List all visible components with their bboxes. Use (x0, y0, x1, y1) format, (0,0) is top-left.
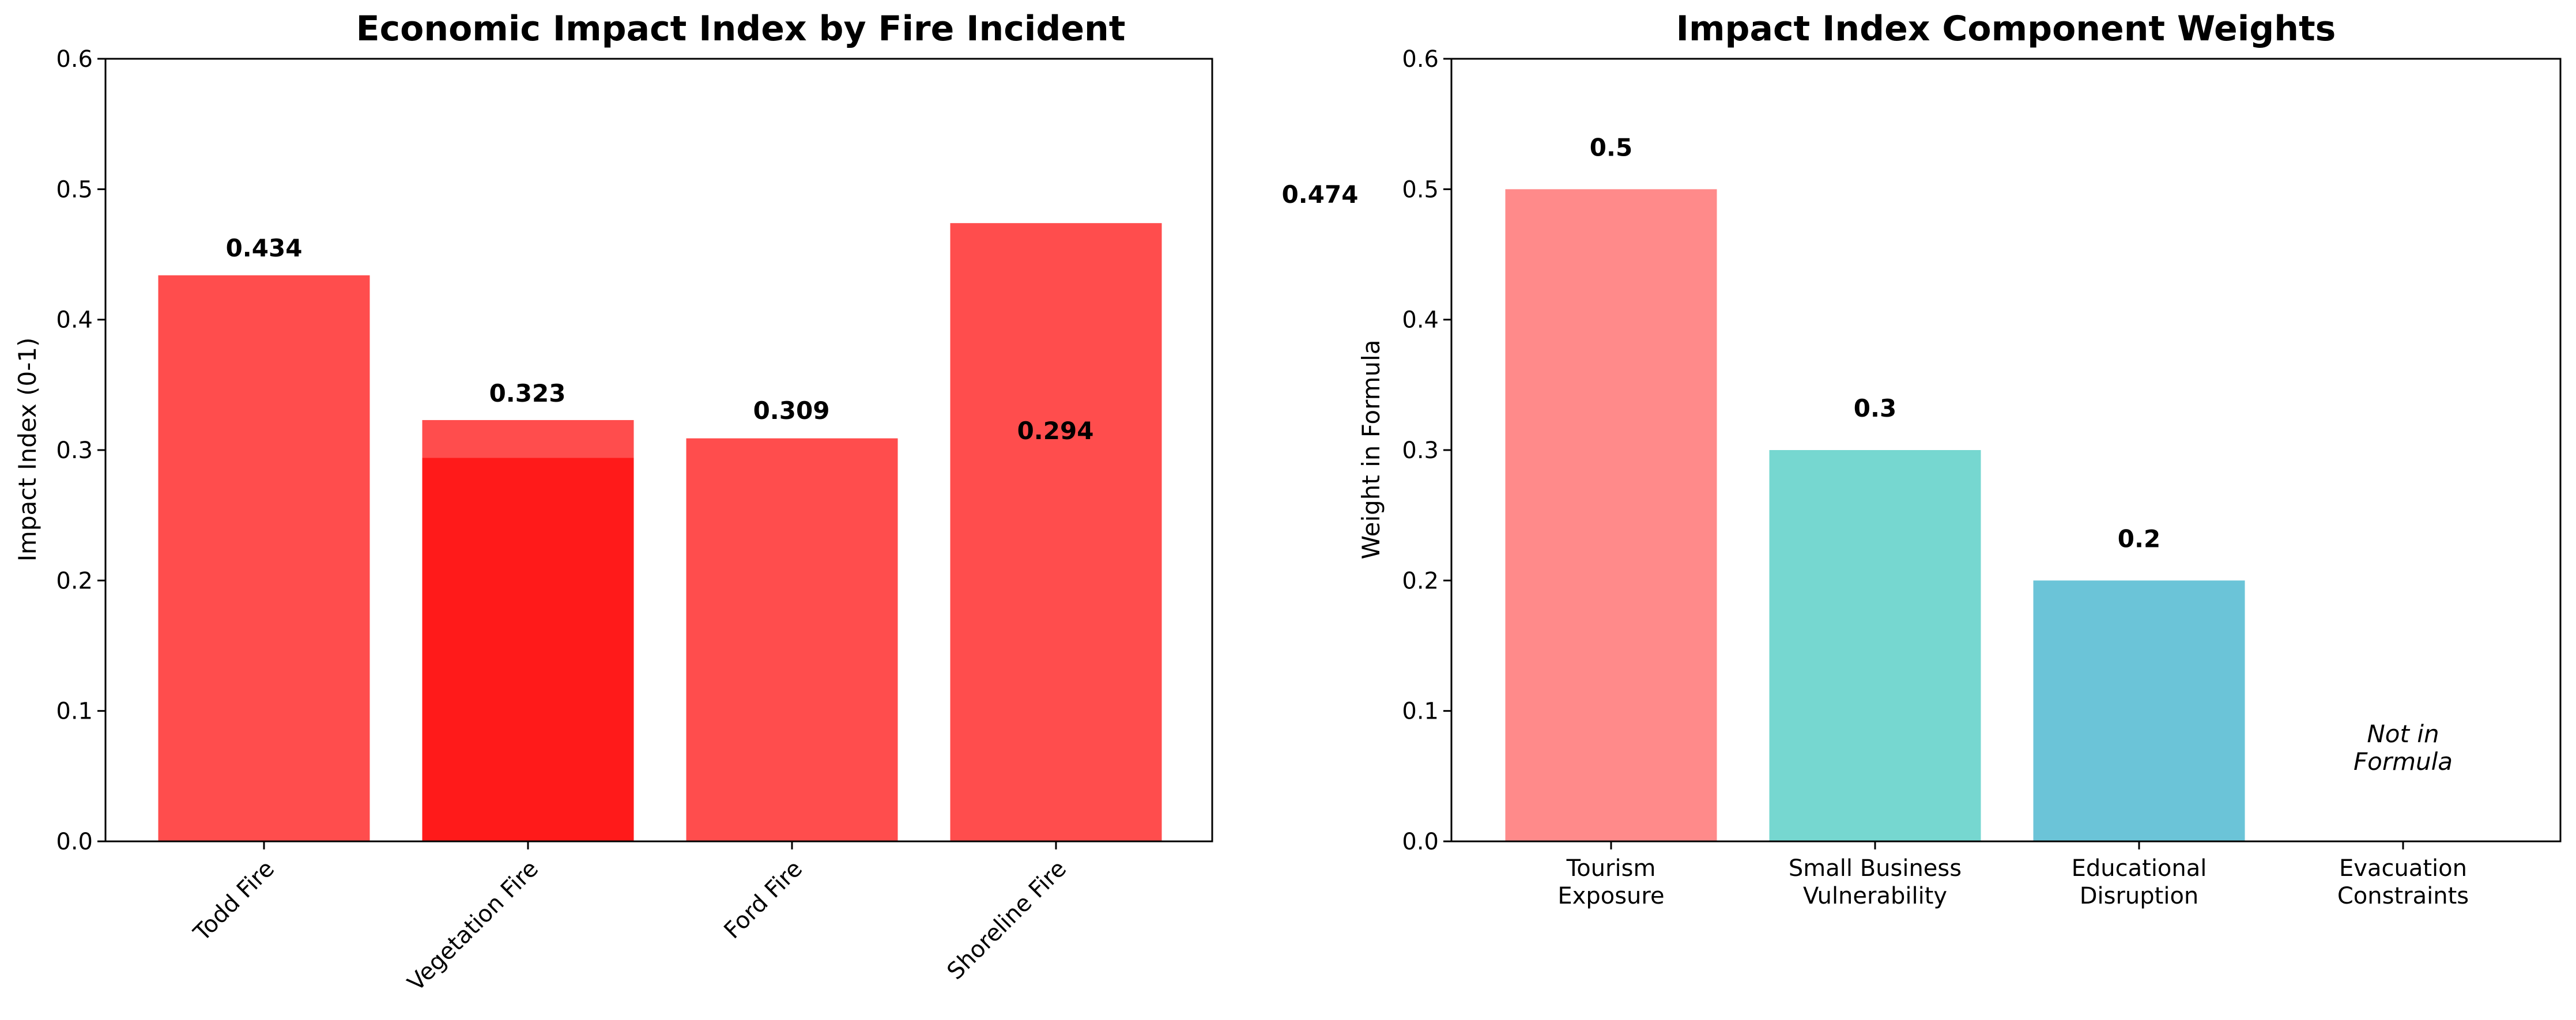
chart1-plot-frame (104, 58, 1213, 843)
chart2-x-tick-label: Evacuation (2339, 855, 2467, 882)
chart2-y-tick-label: 0.0 (1402, 829, 1439, 855)
chart2-bars (1505, 189, 2245, 841)
overlay-value-label: 0.294 (1017, 417, 1094, 445)
chart1-y-tick-label: 0.1 (56, 698, 93, 725)
chart2-x-tick-label: Disruption (2080, 883, 2199, 909)
chart1-y-tick-label: 0.3 (56, 437, 93, 464)
impact-index-chart: Economic Impact Index by Fire Incident I… (13, 9, 1358, 996)
chart1-y-tick-label: 0.0 (56, 829, 93, 855)
bar-educational-disruption (2033, 580, 2245, 841)
chart1-bars (158, 223, 1162, 842)
bar-todd-fire (158, 275, 370, 841)
chart1-value-label: 0.434 (226, 234, 303, 262)
chart2-title: Impact Index Component Weights (1676, 9, 2336, 49)
component-weights-chart: Impact Index Component Weights Weight in… (1357, 9, 2562, 909)
chart2-x-tick-label: Tourism (1566, 855, 1656, 882)
chart2-y-tick-label: 0.1 (1402, 698, 1439, 725)
chart1-y-ticks: 0.0 0.1 0.2 0.3 0.4 0.5 0.6 (56, 46, 105, 855)
chart1-y-axis-label: Impact Index (0-1) (13, 338, 42, 562)
chart2-y-tick-label: 0.5 (1402, 176, 1439, 203)
bar-small-business-vulnerability (1769, 450, 1981, 841)
chart1-data-labels: 0.434 0.323 0.309 0.474 0.294 (226, 180, 1359, 445)
chart2-x-tick-label: Small Business (1789, 855, 1962, 882)
chart2-y-tick-label: 0.3 (1402, 437, 1439, 464)
chart2-x-tick-label: Exposure (1557, 883, 1664, 909)
chart1-x-tick-label: Shoreline Fire (942, 856, 1072, 985)
chart2-value-label: 0.3 (1854, 394, 1896, 422)
bar-tourism-exposure (1505, 189, 1717, 841)
chart1-y-tick-label: 0.2 (56, 568, 93, 594)
chart1-title: Economic Impact Index by Fire Incident (356, 9, 1126, 49)
chart2-y-tick-label: 0.2 (1402, 568, 1439, 594)
chart2-y-tick-label: 0.4 (1402, 307, 1439, 334)
chart2-y-tick-label: 0.6 (1402, 46, 1439, 73)
chart2-note-line: Not in (2367, 720, 2439, 748)
chart1-x-tick-label: Vegetation Fire (403, 856, 544, 997)
chart1-x-tick-label: Ford Fire (719, 856, 808, 945)
chart2-value-label: 0.5 (1590, 133, 1632, 161)
chart2-plot-frame (1450, 58, 2562, 843)
chart1-x-tick-label: Todd Fire (188, 856, 280, 947)
chart2-x-tick-label: Constraints (2337, 883, 2469, 909)
chart1-y-tick-label: 0.4 (56, 307, 93, 334)
chart1-value-label: 0.309 (753, 396, 830, 425)
overlay-bar (422, 458, 634, 841)
chart2-x-tick-label: Vulnerability (1803, 883, 1947, 909)
chart2-data-labels: 0.5 0.3 0.2 (1590, 133, 2160, 553)
chart2-x-tick-label: Educational (2072, 855, 2207, 882)
chart1-y-tick-label: 0.5 (56, 176, 93, 203)
chart1-y-tick-label: 0.6 (56, 46, 93, 73)
chart1-x-ticks: Todd Fire Vegetation Fire Ford Fire Shoreli… (188, 841, 1072, 996)
chart2-note-line: Formula (2354, 747, 2453, 776)
chart2-y-ticks: 0.0 0.1 0.2 0.3 0.4 0.5 0.6 (1402, 46, 1451, 855)
bar-ford-fire (686, 438, 898, 841)
chart1-value-label: 0.474 (1282, 180, 1359, 209)
chart2-y-axis-label: Weight in Formula (1357, 339, 1385, 559)
bar-shoreline-fire (950, 223, 1162, 842)
chart1-value-label: 0.323 (489, 379, 566, 407)
chart2-value-label: 0.2 (2118, 524, 2160, 553)
